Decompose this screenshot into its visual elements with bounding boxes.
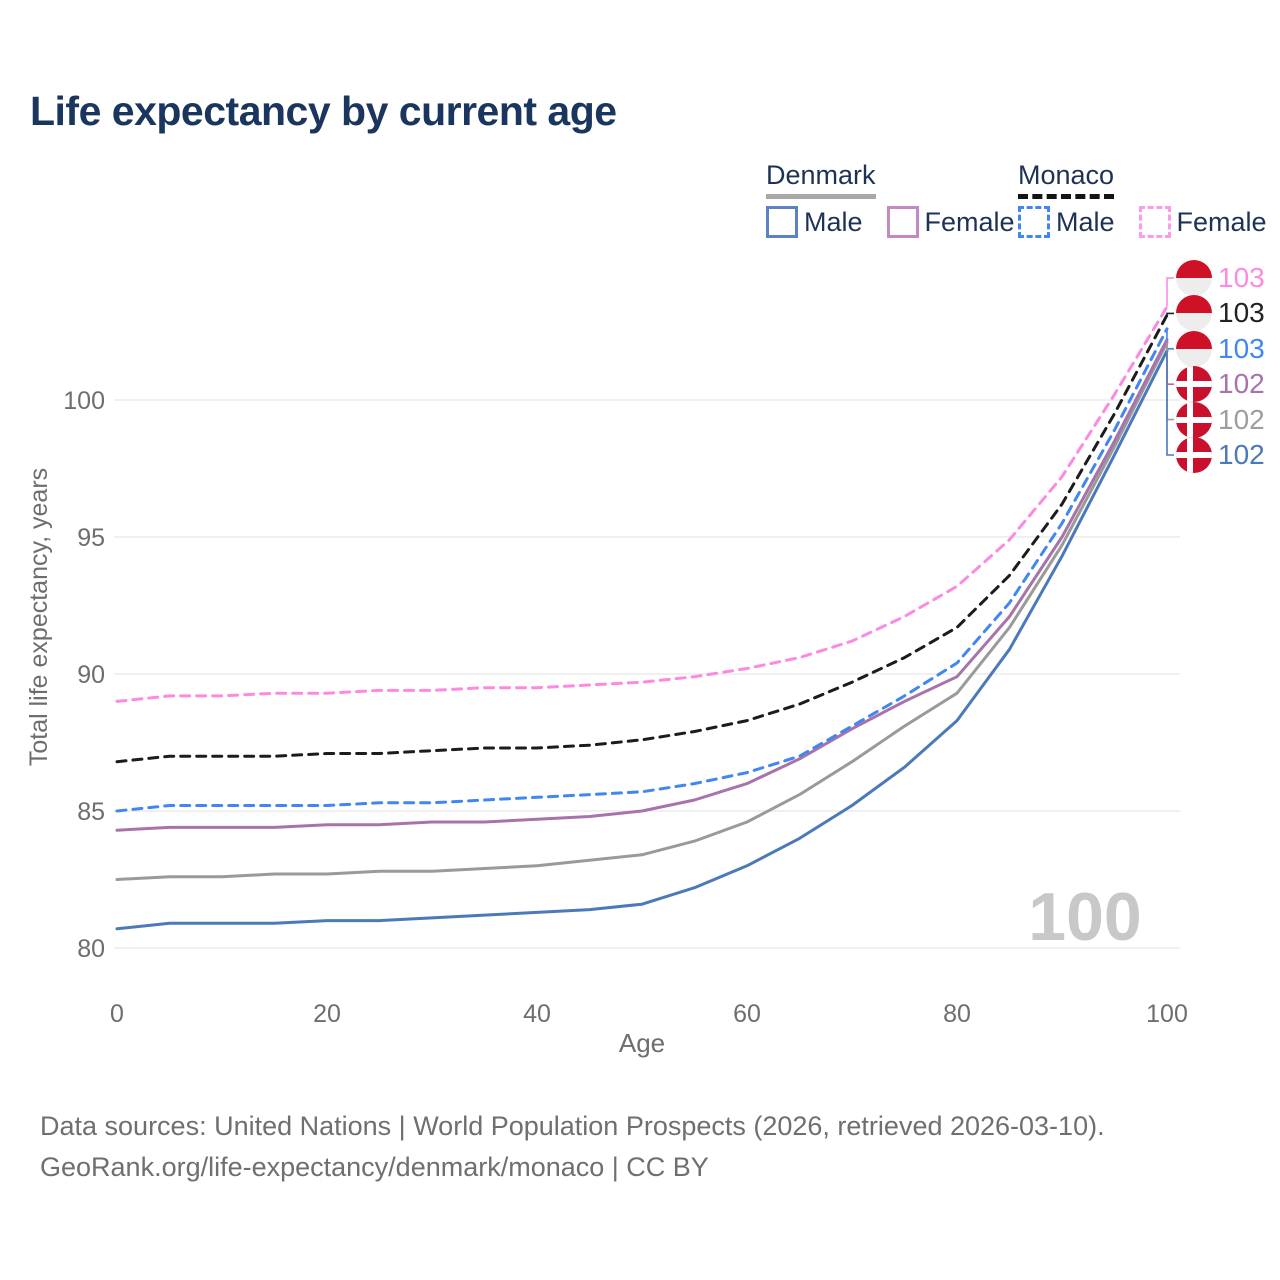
legend-item-monaco-female: Female (1138, 206, 1267, 238)
y-tick-label: 90 (77, 661, 105, 689)
series-line-denmark-all (115, 341, 1169, 881)
legend-label: Female (1176, 206, 1267, 237)
legend-country-denmark: Denmark (766, 160, 876, 199)
end-label-leader (1166, 339, 1174, 385)
series-line-denmark-female (115, 338, 1169, 832)
x-tick-label: 60 (733, 1000, 761, 1028)
legend-item-monaco-male: Male (1018, 206, 1115, 238)
monaco-flag-icon (1176, 330, 1212, 367)
y-tick-label: 85 (77, 798, 105, 826)
watermark-age-100: 100 (1028, 879, 1141, 955)
end-label-denmark-female: 102 (1176, 366, 1265, 403)
series-line-denmark-male (115, 349, 1169, 931)
end-label-value: 103 (1218, 262, 1265, 293)
end-label-leader (1166, 342, 1174, 421)
footer-data-sources: Data sources: United Nations | World Pop… (40, 1111, 1105, 1141)
end-label-monaco-male: 103 (1176, 330, 1265, 367)
denmark-flag-icon (1176, 437, 1212, 473)
legend-item-denmark-male: Male (766, 206, 863, 238)
x-tick-label: 20 (313, 1000, 341, 1028)
end-label-value: 102 (1218, 403, 1265, 435)
legend-swatch (1018, 206, 1050, 238)
series-line-monaco-female (115, 305, 1169, 703)
end-label-leader (1166, 312, 1174, 316)
x-tick-label: 80 (943, 1000, 971, 1028)
denmark-flag-icon (1176, 401, 1212, 438)
x-axis-title: Age (619, 1028, 665, 1058)
y-tick-label: 80 (77, 935, 105, 963)
denmark-flag-icon (1176, 366, 1212, 403)
legend-label: Female (924, 206, 1015, 237)
monaco-flag-icon (1176, 260, 1212, 296)
legend-item-denmark-female: Female (886, 206, 1015, 238)
end-label-value: 102 (1218, 368, 1265, 400)
end-label-monaco-female: 103 (1176, 260, 1265, 296)
legend-swatch (1138, 206, 1171, 238)
legend-label: Male (804, 206, 863, 237)
x-tick-label: 40 (523, 1000, 551, 1028)
end-label-value: 103 (1218, 332, 1265, 364)
end-label-monaco-both-sexes-: 103 (1176, 295, 1265, 332)
footer: Data sources: United Nations | World Pop… (40, 1106, 1105, 1188)
y-tick-label: 100 (63, 387, 105, 415)
end-label-leader (1166, 350, 1174, 456)
end-label-denmark-both-sexes-: 102 (1176, 401, 1265, 438)
footer-attribution: GeoRank.org/life-expectancy/denmark/mona… (40, 1152, 709, 1182)
legend-group-denmark: Denmark Male Female (766, 160, 1039, 238)
legend-country-monaco: Monaco (1018, 160, 1115, 199)
end-label-value: 102 (1218, 439, 1265, 470)
legend-swatch (766, 206, 798, 238)
legend-swatch (886, 206, 919, 238)
y-tick-label: 95 (77, 524, 105, 552)
monaco-flag-icon (1176, 295, 1212, 332)
x-tick-label: 0 (110, 1000, 124, 1028)
end-label-value: 103 (1218, 297, 1265, 329)
series-line-monaco-male (115, 327, 1169, 813)
end-label-leader (1166, 277, 1174, 307)
page-title: Life expectancy by current age (30, 88, 617, 134)
legend-label: Male (1056, 206, 1115, 237)
series-line-monaco-all (115, 313, 1169, 764)
y-axis-title: Total life expectancy, years (25, 468, 53, 766)
x-tick-label: 100 (1146, 1000, 1188, 1028)
end-label-denmark-male: 102 (1176, 437, 1265, 473)
legend-group-monaco: Monaco Male Female (1018, 160, 1280, 238)
